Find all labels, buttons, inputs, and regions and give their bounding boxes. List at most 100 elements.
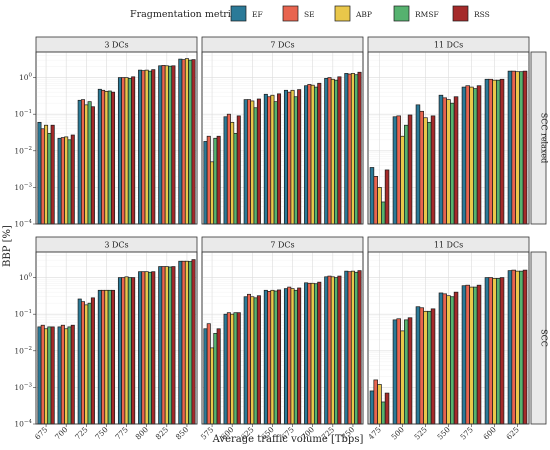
strip-label: 7 DCs	[270, 41, 294, 50]
bar-abp	[64, 328, 69, 425]
bar-ef	[223, 313, 228, 425]
bar-ef	[203, 328, 208, 425]
bar-rmsf	[188, 261, 193, 425]
legend-label-se: SE	[304, 10, 315, 19]
bar-rss	[317, 281, 322, 425]
legend-swatch-rss	[452, 5, 469, 22]
x-tick-label: 750	[93, 425, 110, 442]
bar-rmsf	[87, 101, 92, 225]
bar-rmsf	[47, 132, 52, 225]
bar-se	[247, 99, 252, 225]
bar-rss	[430, 308, 436, 425]
bar-rmsf	[334, 79, 339, 225]
panel-0-0: 10−4 10−3 10−2 10−1 100	[14, 51, 198, 229]
bar-rmsf	[67, 326, 72, 425]
bar-abp	[64, 136, 69, 225]
panel-border	[367, 251, 530, 425]
bar-ef	[415, 306, 421, 425]
bar-rmsf	[450, 296, 455, 425]
bar-rmsf	[404, 124, 409, 225]
bar-ef	[283, 89, 288, 225]
bar-abp	[210, 347, 215, 425]
legend-swatch-ef	[230, 5, 247, 22]
y-tick-label: 10−4	[14, 219, 32, 229]
bar-rss	[337, 76, 342, 225]
bar-se	[121, 77, 126, 225]
bar-abp	[164, 266, 169, 425]
x-axis-title: Average traffic volume [Tbps]	[212, 434, 364, 445]
bar-se	[465, 284, 470, 425]
bar-rmsf	[354, 271, 359, 425]
bar-se	[347, 73, 352, 225]
panel-border	[35, 51, 198, 225]
bar-rmsf	[496, 278, 501, 425]
x-tick-label: 625	[504, 425, 521, 442]
bar-se	[396, 115, 401, 225]
bar-abp	[350, 73, 355, 225]
bar-rmsf	[473, 286, 478, 425]
bar-se	[60, 137, 65, 225]
x-tick-label: 775	[113, 425, 130, 442]
bar-se	[373, 379, 378, 425]
bar-rss	[171, 266, 176, 425]
bar-abp	[330, 78, 335, 225]
bar-se	[181, 59, 186, 225]
y-tick-label: 10−3	[14, 382, 32, 392]
bar-rss	[430, 115, 436, 225]
bar-rmsf	[293, 289, 298, 425]
bar-rss	[256, 98, 261, 225]
bar-abp	[184, 58, 189, 225]
bar-abp	[104, 289, 109, 425]
bar-rmsf	[87, 302, 92, 425]
bar-ef	[324, 78, 329, 225]
bar-se	[396, 318, 401, 425]
bar-abp	[230, 121, 235, 225]
bar-ef	[263, 93, 268, 225]
bar-se	[101, 289, 106, 425]
bar-ef	[97, 88, 102, 225]
bar-ef	[415, 104, 421, 225]
x-tick-label: 725	[73, 425, 90, 442]
bar-se	[206, 135, 211, 225]
bar-rss	[191, 259, 196, 425]
y-tick-label: 10−4	[14, 419, 32, 429]
bar-se	[101, 89, 106, 225]
bar-ef	[57, 137, 62, 225]
bar-abp	[469, 286, 474, 425]
legend-swatch-rmsf	[393, 5, 410, 22]
bar-rss	[151, 69, 156, 225]
bar-abp	[44, 328, 49, 425]
bar-ef	[392, 116, 398, 225]
bar-se	[442, 293, 447, 425]
bar-abp	[330, 276, 335, 425]
bar-ef	[484, 78, 490, 225]
bar-rmsf	[107, 289, 112, 425]
bar-rss	[297, 287, 302, 425]
bar-ef	[507, 70, 513, 225]
bar-ef	[178, 260, 183, 425]
strip-label: 7 DCs	[270, 241, 294, 250]
bar-abp	[164, 65, 169, 225]
x-tick-label: 475	[366, 425, 383, 442]
bar-ef	[344, 270, 349, 425]
bar-se	[181, 260, 186, 425]
panel-border	[201, 251, 364, 425]
bar-abp	[515, 270, 520, 425]
bar-se	[141, 70, 146, 225]
bar-rss	[453, 96, 459, 225]
bar-ef	[77, 298, 82, 425]
y-tick-label: 100	[19, 73, 33, 83]
bar-rmsf	[273, 101, 278, 225]
bar-rmsf	[334, 277, 339, 425]
strip-row-1	[530, 251, 547, 425]
bar-rss	[131, 76, 136, 225]
panel-0-1: 10−4 10−3 10−2 10−1 100 675 700 725 750 775 800 825…	[14, 251, 198, 442]
bar-rmsf	[381, 201, 386, 225]
bar-abp	[377, 187, 382, 225]
bar-se	[488, 277, 493, 425]
bar-abp	[144, 271, 149, 425]
bar-rmsf	[67, 139, 72, 225]
y-tick-label: 100	[19, 273, 33, 283]
bar-rmsf	[253, 107, 258, 225]
bar-abp	[250, 100, 255, 225]
